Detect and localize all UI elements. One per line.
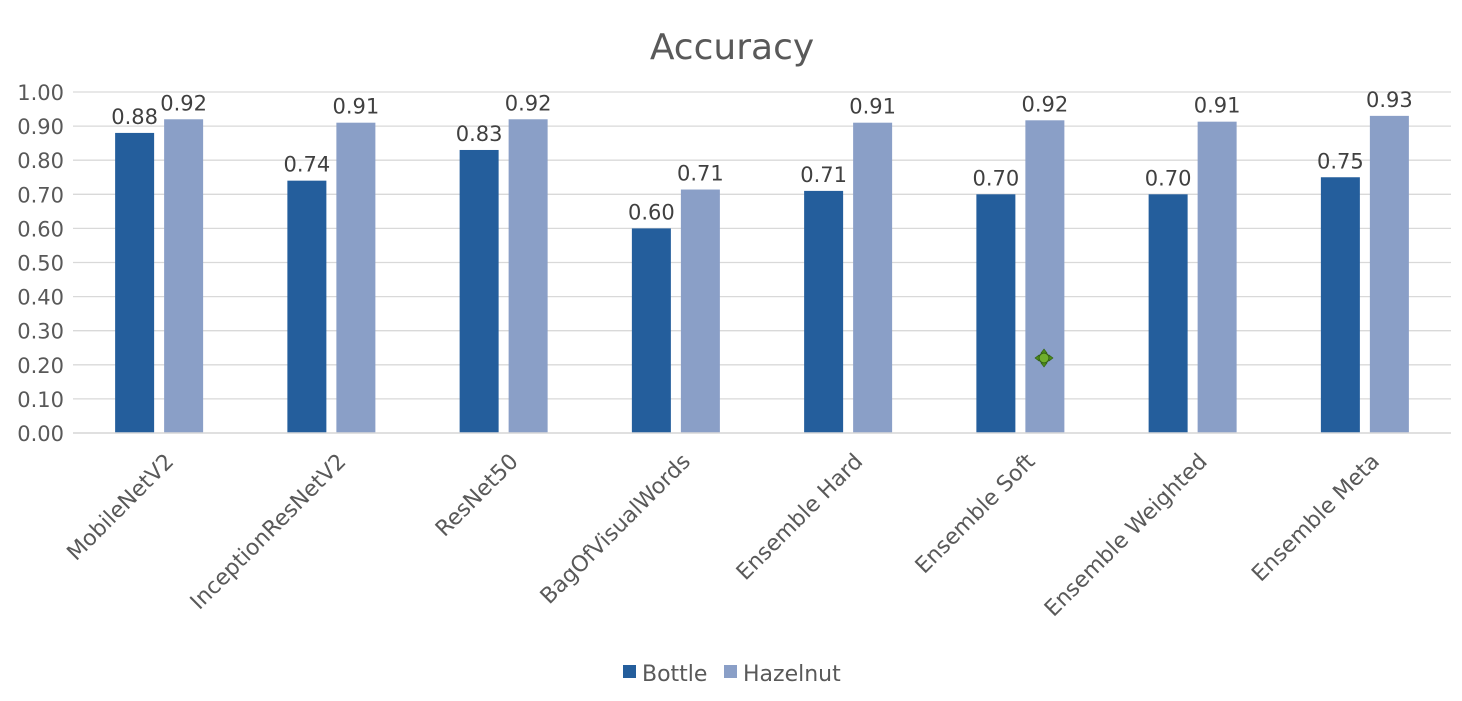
data-label: 0.60 bbox=[628, 200, 675, 224]
y-tick-label: 0.60 bbox=[17, 217, 64, 241]
legend-label: Hazelnut bbox=[743, 662, 841, 687]
bar-hazelnut bbox=[336, 122, 376, 433]
bar-bottle bbox=[287, 180, 327, 433]
data-label: 0.91 bbox=[1194, 94, 1241, 118]
data-label: 0.92 bbox=[160, 91, 207, 115]
y-tick-label: 0.30 bbox=[17, 320, 64, 344]
data-label: 0.75 bbox=[1317, 149, 1364, 173]
y-tick-label: 0.10 bbox=[17, 388, 64, 412]
cursor-arrow bbox=[1034, 354, 1040, 362]
y-tick-label: 0.90 bbox=[17, 115, 64, 139]
data-label: 0.83 bbox=[456, 122, 503, 146]
x-axis: MobileNetV2 InceptionResNetV2 ResNet50 BagO… bbox=[63, 432, 1451, 622]
bar-bottle bbox=[976, 194, 1016, 433]
legend-swatch bbox=[724, 665, 737, 678]
bar-bottle bbox=[1148, 194, 1188, 433]
bar-bottle bbox=[459, 149, 499, 433]
y-tick-label: 0.50 bbox=[17, 252, 64, 276]
x-tick-label: Ensemble Weighted bbox=[1040, 449, 1213, 622]
x-tick-label: Ensemble Hard bbox=[732, 449, 868, 585]
data-label: 0.70 bbox=[1145, 166, 1192, 190]
cursor-arrow bbox=[1040, 348, 1048, 354]
y-axis: 0.00 0.10 0.20 0.30 0.40 0.50 0.60 0.70 0.80 0.90… bbox=[17, 81, 64, 446]
cursor-arrow bbox=[1048, 354, 1054, 362]
legend: Bottle Hazelnut bbox=[623, 662, 841, 687]
y-tick-label: 0.00 bbox=[17, 422, 64, 446]
data-label: 0.71 bbox=[800, 163, 847, 187]
bar-hazelnut bbox=[508, 119, 548, 433]
x-tick-label: ResNet50 bbox=[431, 449, 524, 542]
legend-item-hazelnut: Hazelnut bbox=[724, 662, 841, 687]
bar-hazelnut bbox=[1369, 115, 1409, 434]
y-tick-label: 0.40 bbox=[17, 286, 64, 310]
x-tick-label: MobileNetV2 bbox=[63, 449, 180, 566]
data-label: 0.91 bbox=[849, 95, 896, 119]
bar-hazelnut bbox=[853, 122, 893, 433]
data-label: 0.93 bbox=[1366, 88, 1413, 112]
y-tick-label: 1.00 bbox=[17, 81, 64, 105]
x-tick-label: BagOfVisualWords bbox=[536, 449, 696, 609]
bar-bottle bbox=[1320, 177, 1360, 433]
cursor-arrow bbox=[1040, 362, 1048, 368]
y-tick-label: 0.80 bbox=[17, 149, 64, 173]
bar-bottle bbox=[115, 132, 155, 434]
bar-hazelnut bbox=[164, 119, 204, 433]
bar-bottle bbox=[631, 228, 671, 433]
legend-swatch bbox=[623, 665, 636, 678]
bars bbox=[115, 115, 1409, 434]
x-tick-label: Ensemble Meta bbox=[1247, 449, 1385, 587]
data-label: 0.92 bbox=[1021, 92, 1068, 116]
data-label: 0.92 bbox=[505, 91, 552, 115]
bar-hazelnut bbox=[1197, 121, 1237, 434]
move-cursor-icon bbox=[1034, 348, 1054, 368]
data-label: 0.71 bbox=[677, 162, 724, 186]
y-tick-label: 0.20 bbox=[17, 354, 64, 378]
y-tick-label: 0.70 bbox=[17, 183, 64, 207]
x-tick-label: Ensemble Soft bbox=[911, 449, 1041, 579]
x-tick-label: InceptionResNetV2 bbox=[186, 449, 352, 615]
data-label: 0.88 bbox=[111, 105, 158, 129]
bar-hazelnut bbox=[680, 189, 720, 433]
data-label: 0.74 bbox=[283, 153, 330, 177]
chart-title: Accuracy bbox=[650, 27, 814, 68]
data-label: 0.91 bbox=[332, 95, 379, 119]
data-labels: 0.880.920.740.910.830.920.600.71 0.710.91… bbox=[111, 88, 1413, 225]
data-label: 0.70 bbox=[972, 166, 1019, 190]
bar-hazelnut bbox=[1025, 120, 1065, 433]
bar-bottle bbox=[804, 190, 844, 433]
gridlines bbox=[73, 91, 1451, 434]
legend-label: Bottle bbox=[642, 662, 707, 687]
cursor-center bbox=[1038, 352, 1050, 364]
legend-item-bottle: Bottle bbox=[623, 662, 707, 687]
